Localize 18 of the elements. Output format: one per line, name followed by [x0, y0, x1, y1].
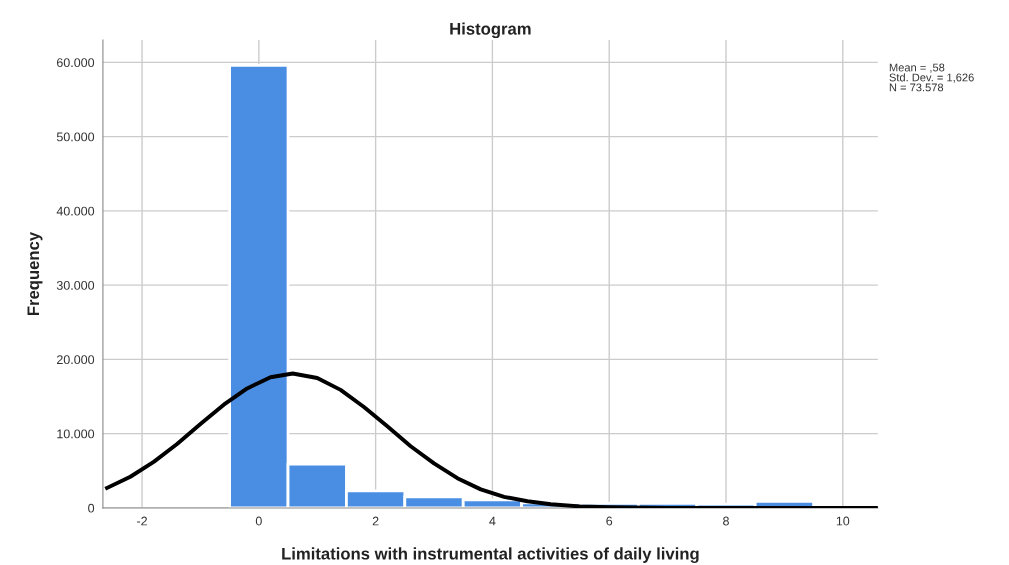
y-tick-label: 20.000 — [56, 355, 95, 365]
x-tick-label: 4 — [489, 516, 496, 526]
x-tick-label: 8 — [723, 516, 729, 526]
text: Mean = ,58 Std. Dev. = 1,626 N = 73.578 — [889, 63, 974, 92]
y-tick-label: 30.000 — [56, 280, 95, 290]
y-tick-label: 0 — [88, 503, 95, 513]
y-tick-label: 60.000 — [56, 58, 95, 68]
chart-title: Histogram — [450, 22, 531, 39]
x-tick-label: 10 — [836, 516, 850, 526]
x-tick-label: 6 — [606, 516, 613, 526]
x-tick-label: -2 — [137, 516, 147, 526]
x-axis-title: Limitations with instrumental activities of daily living — [282, 547, 699, 563]
x-tick-label: 0 — [255, 516, 262, 526]
y-axis-title: Frequency — [27, 231, 43, 316]
y-tick-label: 40.000 — [56, 206, 95, 216]
y-tick-label: 10.000 — [57, 429, 95, 439]
y-tick-label: 50.000 — [56, 132, 95, 142]
x-tick-label: 2 — [372, 516, 379, 526]
